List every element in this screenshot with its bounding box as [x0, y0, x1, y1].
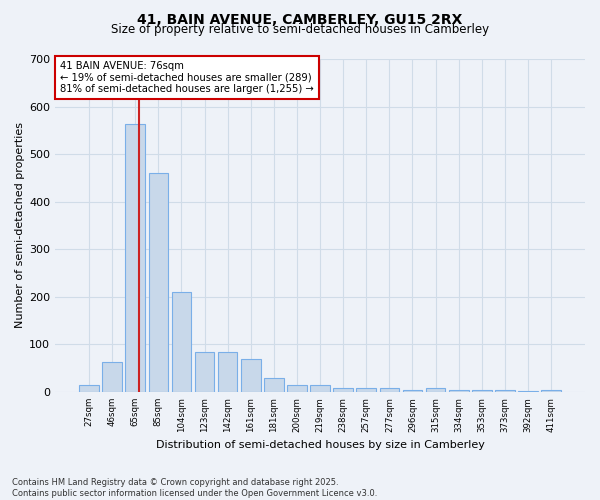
Bar	[103, 362, 122, 392]
Bar	[380, 388, 399, 392]
Bar	[334, 388, 353, 392]
Bar	[149, 173, 168, 392]
Text: Size of property relative to semi-detached houses in Camberley: Size of property relative to semi-detach…	[111, 22, 489, 36]
Y-axis label: Number of semi-detached properties: Number of semi-detached properties	[15, 122, 25, 328]
Bar	[356, 388, 376, 392]
Bar	[310, 385, 330, 392]
Bar	[125, 124, 145, 392]
Bar	[449, 390, 469, 392]
Bar	[495, 390, 515, 392]
Bar	[218, 352, 238, 392]
Bar	[541, 390, 561, 392]
Bar	[403, 390, 422, 392]
Bar	[172, 292, 191, 392]
X-axis label: Distribution of semi-detached houses by size in Camberley: Distribution of semi-detached houses by …	[155, 440, 485, 450]
Text: 41 BAIN AVENUE: 76sqm
← 19% of semi-detached houses are smaller (289)
81% of sem: 41 BAIN AVENUE: 76sqm ← 19% of semi-deta…	[61, 60, 314, 94]
Bar	[241, 358, 260, 392]
Text: Contains HM Land Registry data © Crown copyright and database right 2025.
Contai: Contains HM Land Registry data © Crown c…	[12, 478, 377, 498]
Bar	[472, 390, 491, 392]
Bar	[287, 385, 307, 392]
Bar	[518, 390, 538, 392]
Text: 41, BAIN AVENUE, CAMBERLEY, GU15 2RX: 41, BAIN AVENUE, CAMBERLEY, GU15 2RX	[137, 12, 463, 26]
Bar	[195, 352, 214, 392]
Bar	[264, 378, 284, 392]
Bar	[79, 385, 99, 392]
Bar	[426, 388, 445, 392]
